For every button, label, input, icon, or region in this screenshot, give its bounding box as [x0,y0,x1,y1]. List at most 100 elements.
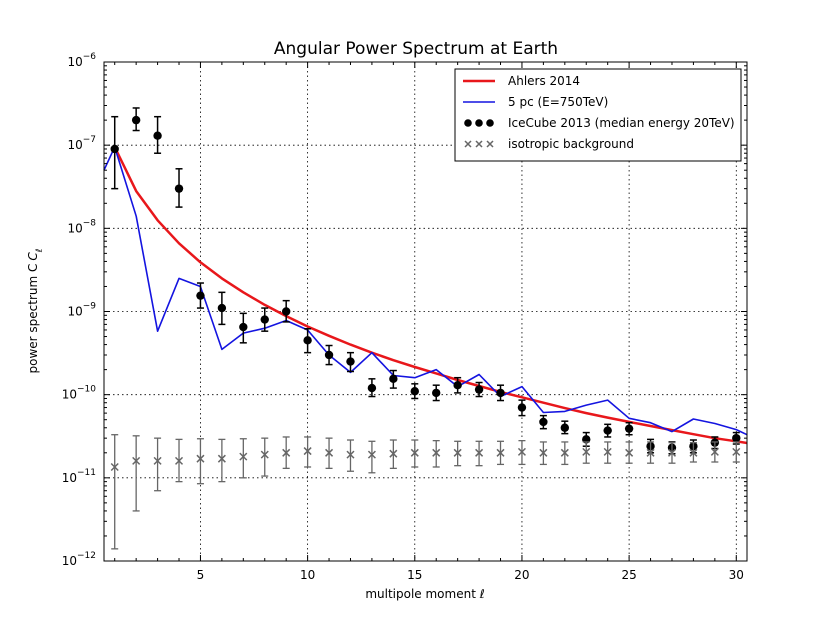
cross-stroke [710,447,719,456]
cross-marker [174,456,184,465]
cross-stroke [646,448,655,457]
y-tick-label: 10−6 [67,52,96,69]
y-tick-label: 10−12 [62,551,96,568]
data-point [217,303,227,313]
data-point [110,144,119,154]
data-point [196,291,205,300]
data-point [517,403,527,412]
x-axis-label: multipole moment ℓ [365,587,484,601]
cross-marker [110,462,119,472]
cross-marker [496,448,505,457]
cross-stroke [432,448,441,457]
cross-marker [625,448,634,457]
cross-stroke [110,462,119,472]
legend: Ahlers 2014 5 pc (E=750TeV) IceCube 2013 (… [454,68,742,162]
y-tick-label: 10−10 [62,385,97,402]
cross-stroke [667,448,677,457]
data-point [239,322,248,332]
cross-marker [303,447,312,456]
data-point [303,336,312,345]
cross-marker [582,447,591,456]
cross-stroke [410,448,419,457]
legend-box [454,68,742,162]
cross-marker [560,448,569,457]
legend-label: IceCube 2013 (median energy 20TeV) [508,116,735,130]
cross-stroke [346,450,355,459]
cross-stroke [132,456,141,465]
y-tick-label: 10−9 [67,302,96,319]
data-point [131,115,141,125]
series-line [113,146,748,445]
y-tick-label: 10−11 [62,468,96,485]
data-point [346,357,355,366]
cross-marker [453,448,462,457]
cross-stroke [282,448,291,457]
legend-entry: isotropic background [464,137,634,151]
x-tick-label: 5 [197,568,205,582]
cross-stroke [689,448,698,457]
data-point [432,388,441,398]
data-point [153,131,162,140]
data-point [496,388,505,398]
cross-stroke [217,454,226,463]
data-point [281,307,291,316]
cross-stroke [732,447,741,456]
series-icecube-2013-median-energy-20tev [110,107,741,455]
legend-marker [475,119,483,127]
legend-entry: 5 pc (E=750TeV) [463,95,608,109]
data-point [474,385,484,394]
data-point [732,433,741,443]
data-point [367,383,377,393]
cross-stroke [325,448,334,457]
series-ahlers-2014 [113,146,748,445]
y-axis-label: power spectrum CCℓ [26,249,45,374]
x-tick-label: 20 [514,568,529,582]
cross-marker [410,448,419,457]
legend-marker [464,119,472,127]
cross-stroke [539,448,548,457]
cross-stroke [475,448,484,457]
x-tick-label: 15 [407,568,422,582]
cross-stroke [582,447,591,456]
cross-marker [196,454,205,463]
cross-stroke [239,452,248,461]
data-point [603,426,612,435]
cross-stroke [496,448,505,457]
x-tick-label: 30 [729,568,744,582]
cross-stroke [603,447,612,456]
data-point [389,374,398,384]
legend-label: 5 pc (E=750TeV) [508,95,608,109]
series-layer [103,107,748,550]
legend-marker [486,140,494,148]
series-isotropic-background [110,434,741,550]
cross-marker [367,450,376,459]
cross-marker [282,448,291,457]
cross-stroke [560,448,569,457]
legend-entry: Ahlers 2014 [463,74,580,88]
x-tick-label: 10 [300,568,315,582]
cross-marker [646,448,655,457]
cross-stroke [389,449,398,458]
cross-marker [260,450,269,459]
data-point [260,315,269,324]
legend-marker [486,119,494,127]
cross-marker [153,456,162,465]
cross-marker [689,448,698,457]
chart-title: Angular Power Spectrum at Earth [274,39,558,59]
cross-stroke [625,448,634,457]
data-point [410,387,419,396]
cross-stroke [260,450,269,459]
cross-stroke [196,454,205,463]
data-point [324,350,334,360]
cross-marker [239,452,248,461]
cross-marker [346,450,355,459]
cross-marker [432,448,441,457]
cross-marker [217,454,226,463]
legend-marker [464,140,472,148]
cross-stroke [453,448,462,457]
cross-marker [389,449,398,458]
data-point [560,423,570,432]
x-tick-label: 25 [621,568,636,582]
cross-marker [325,448,334,457]
